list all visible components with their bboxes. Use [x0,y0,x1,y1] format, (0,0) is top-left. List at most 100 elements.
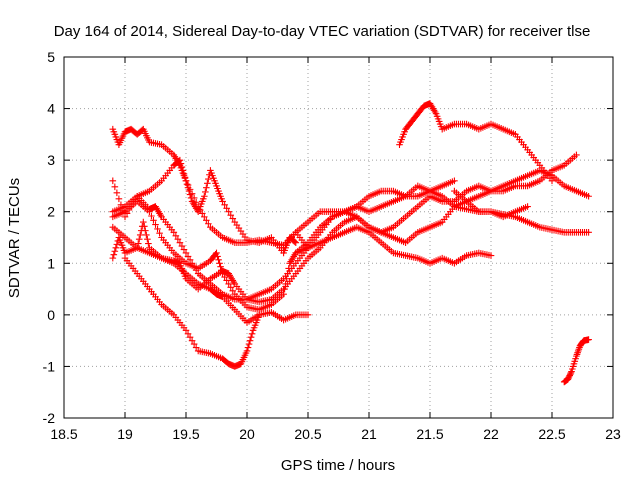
data-point [170,229,178,236]
data-point [190,340,198,348]
data-point [229,215,237,222]
data-point [221,201,228,209]
series-trace-10 [451,187,592,236]
data-point [111,183,119,191]
data-point [244,344,252,351]
data-point [198,210,206,217]
data-point [585,192,592,200]
x-tick-label: 19 [117,426,133,442]
data-point [196,206,204,214]
x-tick-label: 20.5 [294,426,321,442]
data-point [178,163,186,171]
data-point [248,330,256,338]
data-point [585,336,592,343]
data-point [203,217,210,224]
data-point [203,184,210,191]
y-tick-labels: -2 -1 0 1 2 3 4 5 [43,49,56,426]
data-point [202,188,209,196]
data-point [205,175,212,183]
x-tick-label: 21.5 [416,426,443,442]
data-point [146,208,153,216]
data-point [218,266,225,274]
series-trace-12 [560,336,592,386]
data-point [227,284,235,291]
data-point [225,208,232,216]
data-point [135,235,143,243]
data-point [109,254,117,262]
data-point [201,213,208,221]
plot-frame [63,56,614,419]
data-point [201,192,208,200]
data-point [548,177,556,185]
y-axis-label: SDTVAR / TECUs [6,178,23,298]
data-point [184,181,192,189]
data-point [110,251,118,258]
data-point [247,333,255,341]
data-points [109,100,592,386]
axis-ticks [63,56,614,419]
x-axis-label: GPS time / hours [281,457,395,474]
series-trace-7 [109,177,458,313]
data-point [178,242,186,250]
y-tick-label: 1 [47,255,55,271]
data-point [186,333,194,341]
data-point [221,273,228,281]
data-point [283,275,290,283]
series-trace-4 [121,254,263,370]
data-point [136,231,144,239]
series-trace-2 [109,156,312,252]
data-point [225,280,232,288]
data-point [177,160,185,167]
data-point [172,232,180,240]
data-point [143,231,150,239]
data-point [217,263,224,271]
data-point [186,186,194,193]
x-tick-labels: 18.5 19 19.5 20 20.5 21 21.5 22 22.5 23 [50,426,621,442]
data-point [223,277,230,284]
y-tick-label: 4 [47,101,55,117]
data-point [180,246,188,253]
series-trace-1 [109,125,300,257]
data-point [179,167,187,174]
data-point [292,239,300,246]
data-point [180,170,188,178]
data-point [112,244,120,252]
data-point [219,270,226,277]
data-point [280,290,287,298]
data-point [192,198,200,206]
data-point [144,235,151,243]
data-point [192,344,200,351]
data-point [176,239,184,246]
series-trace-9 [292,223,495,267]
data-point [156,229,163,237]
data-point [451,177,458,185]
data-point [174,235,182,243]
data-point [304,311,312,319]
data-point [115,195,123,203]
data-point [227,211,235,219]
data-point [567,369,575,377]
x-tick-label: 20 [239,426,255,442]
data-point [213,249,220,257]
data-point [205,220,212,228]
data-point [145,240,152,247]
series-trace-8 [280,151,580,252]
data-point [182,249,190,257]
data-point [229,287,237,295]
data-point [190,194,198,202]
data-point [585,229,592,236]
data-point [284,270,291,277]
data-point [215,256,222,264]
y-tick-label: -1 [43,358,56,374]
series-trace-11 [396,100,556,185]
data-point [184,253,192,260]
x-tick-label: 22 [483,426,499,442]
data-point [182,177,190,185]
data-point [113,189,121,197]
y-tick-label: 2 [47,204,55,220]
data-point [188,190,196,197]
x-tick-label: 22.5 [538,426,565,442]
x-tick-label: 19.5 [172,426,199,442]
data-point [282,280,289,288]
